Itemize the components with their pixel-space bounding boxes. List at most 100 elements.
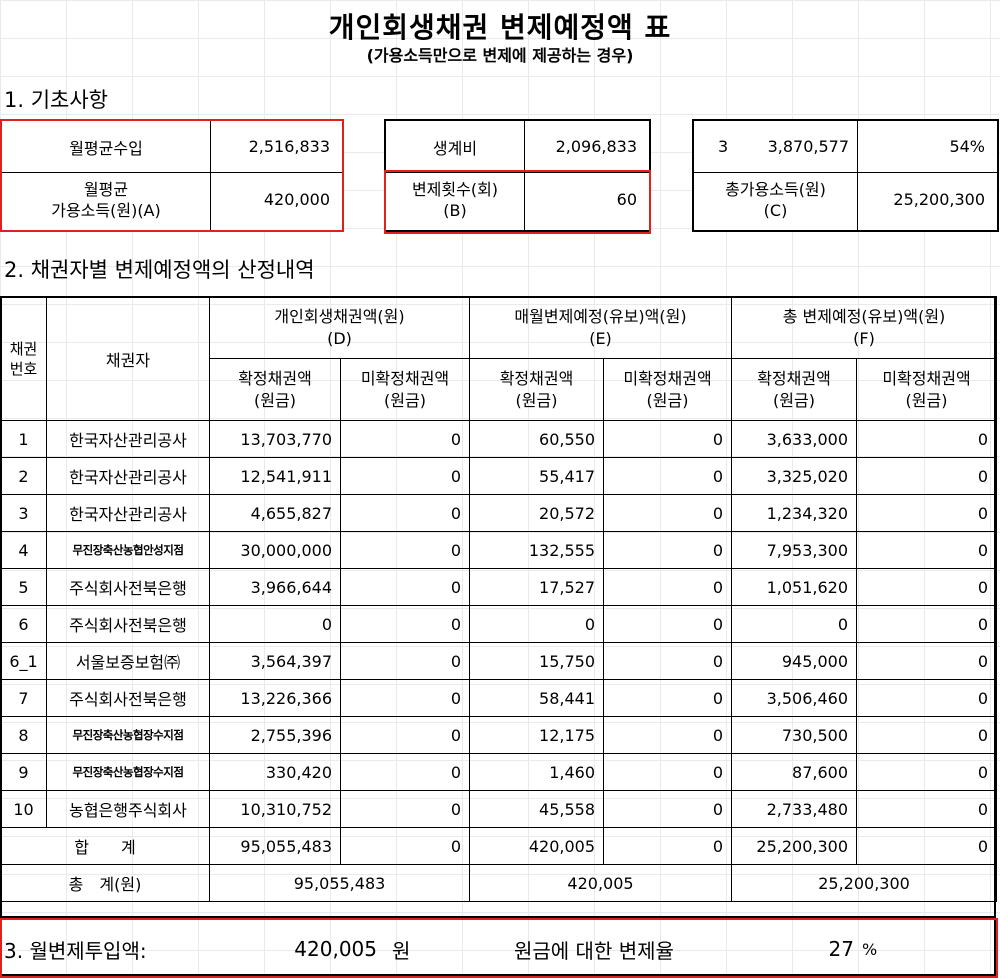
- row-d-confirmed[interactable]: 13,226,366: [209, 679, 341, 717]
- subtotal-f1: 25,200,300: [731, 827, 858, 865]
- row-e-unconfirmed[interactable]: 0: [602, 568, 733, 606]
- monthly-payment-amount[interactable]: 420,005: [294, 937, 377, 961]
- row-f-unconfirmed[interactable]: 0: [856, 457, 998, 495]
- row-d-unconfirmed[interactable]: 0: [340, 679, 470, 717]
- row-creditor[interactable]: 한국자산관리공사: [46, 420, 210, 458]
- row-creditor[interactable]: 한국자산관리공사: [46, 494, 210, 532]
- row-f-unconfirmed[interactable]: 0: [856, 753, 998, 791]
- row-f-unconfirmed[interactable]: 0: [856, 679, 998, 717]
- row-d-confirmed[interactable]: 0: [209, 605, 341, 643]
- row-d-unconfirmed[interactable]: 0: [340, 716, 470, 754]
- row-e-unconfirmed[interactable]: 0: [602, 716, 733, 754]
- row-e-confirmed[interactable]: 0: [469, 605, 604, 643]
- row-e-unconfirmed[interactable]: 0: [602, 679, 733, 717]
- row-e-unconfirmed[interactable]: 0: [602, 605, 733, 643]
- row-d-unconfirmed[interactable]: 0: [340, 531, 470, 569]
- payments-label-line2: (B): [443, 200, 467, 220]
- row-f-unconfirmed[interactable]: 0: [856, 568, 998, 606]
- row-d-unconfirmed[interactable]: 0: [340, 605, 470, 643]
- row-d-confirmed[interactable]: 3,564,397: [209, 642, 341, 680]
- row-f-unconfirmed[interactable]: 0: [856, 420, 998, 458]
- row-e-unconfirmed[interactable]: 0: [602, 642, 733, 680]
- row-d-unconfirmed[interactable]: 0: [340, 568, 470, 606]
- row-e-confirmed[interactable]: 58,441: [469, 679, 604, 717]
- row-f-unconfirmed[interactable]: 0: [856, 642, 998, 680]
- row-creditor[interactable]: 주식회사전북은행: [46, 605, 210, 643]
- row-d-unconfirmed[interactable]: 0: [340, 753, 470, 791]
- row-creditor[interactable]: 무진장축산농협안성지점: [46, 531, 210, 569]
- total-disposable-label-line2: (C): [763, 200, 788, 220]
- row-d-confirmed[interactable]: 30,000,000: [209, 531, 341, 569]
- row-f-confirmed[interactable]: 730,500: [731, 716, 858, 754]
- row-e-unconfirmed[interactable]: 0: [602, 790, 733, 828]
- row-f-unconfirmed[interactable]: 0: [856, 531, 998, 569]
- row-no[interactable]: 10: [0, 790, 47, 828]
- row-no[interactable]: 4: [0, 531, 47, 569]
- row-creditor[interactable]: 주식회사전북은행: [46, 679, 210, 717]
- payments-count-value[interactable]: 60: [616, 190, 637, 209]
- living-cost-value[interactable]: 2,096,833: [555, 137, 637, 156]
- row-d-confirmed[interactable]: 13,703,770: [209, 420, 341, 458]
- row-e-unconfirmed[interactable]: 0: [602, 494, 733, 532]
- row-d-confirmed[interactable]: 4,655,827: [209, 494, 341, 532]
- row-e-confirmed[interactable]: 15,750: [469, 642, 604, 680]
- row-d-unconfirmed[interactable]: 0: [340, 790, 470, 828]
- row-f-confirmed[interactable]: 1,234,320: [731, 494, 858, 532]
- row-d-unconfirmed[interactable]: 0: [340, 420, 470, 458]
- row-f-confirmed[interactable]: 7,953,300: [731, 531, 858, 569]
- row-f-confirmed[interactable]: 2,733,480: [731, 790, 858, 828]
- row-e-confirmed[interactable]: 55,417: [469, 457, 604, 495]
- row-no[interactable]: 5: [0, 568, 47, 606]
- row-f-confirmed[interactable]: 3,325,020: [731, 457, 858, 495]
- row-no[interactable]: 2: [0, 457, 47, 495]
- row-e-unconfirmed[interactable]: 0: [602, 420, 733, 458]
- row-creditor[interactable]: 농협은행주식회사: [46, 790, 210, 828]
- row-e-confirmed[interactable]: 20,572: [469, 494, 604, 532]
- row-f-confirmed[interactable]: 0: [731, 605, 858, 643]
- total-e: 420,005: [468, 864, 733, 902]
- row-f-unconfirmed[interactable]: 0: [856, 716, 998, 754]
- row-no[interactable]: 1: [0, 420, 47, 458]
- row-no[interactable]: 7: [0, 679, 47, 717]
- row-no[interactable]: 3: [0, 494, 47, 532]
- disposable-label-line2: 가용소득(원)(A): [51, 200, 161, 220]
- row-d-confirmed[interactable]: 330,420: [209, 753, 341, 791]
- row-f-confirmed[interactable]: 3,506,460: [731, 679, 858, 717]
- row-d-confirmed[interactable]: 10,310,752: [209, 790, 341, 828]
- row-e-unconfirmed[interactable]: 0: [602, 457, 733, 495]
- row-e-confirmed[interactable]: 132,555: [469, 531, 604, 569]
- row-e-confirmed[interactable]: 45,558: [469, 790, 604, 828]
- total-disposable-value[interactable]: 25,200,300: [893, 190, 985, 209]
- row-creditor[interactable]: 무진장축산농협장수지점: [46, 753, 210, 791]
- row-f-confirmed[interactable]: 87,600: [731, 753, 858, 791]
- row-d-confirmed[interactable]: 2,755,396: [209, 716, 341, 754]
- row-d-unconfirmed[interactable]: 0: [340, 494, 470, 532]
- row-creditor[interactable]: 주식회사전북은행: [46, 568, 210, 606]
- row-no[interactable]: 6: [0, 605, 47, 643]
- row-creditor[interactable]: 한국자산관리공사: [46, 457, 210, 495]
- monthly-income-value[interactable]: 2,516,833: [248, 137, 330, 156]
- row-e-confirmed[interactable]: 17,527: [469, 568, 604, 606]
- row-e-confirmed[interactable]: 1,460: [469, 753, 604, 791]
- row-f-unconfirmed[interactable]: 0: [856, 790, 998, 828]
- row-d-unconfirmed[interactable]: 0: [340, 457, 470, 495]
- row-no[interactable]: 8: [0, 716, 47, 754]
- repayment-ratio-value[interactable]: 27: [828, 937, 854, 961]
- row-e-confirmed[interactable]: 60,550: [469, 420, 604, 458]
- row-no[interactable]: 9: [0, 753, 47, 791]
- row-f-confirmed[interactable]: 945,000: [731, 642, 858, 680]
- disposable-income-value[interactable]: 420,000: [263, 190, 330, 209]
- row-no[interactable]: 6_1: [0, 642, 47, 680]
- row-d-unconfirmed[interactable]: 0: [340, 642, 470, 680]
- row-creditor[interactable]: 무진장축산농협장수지점: [46, 716, 210, 754]
- row-d-confirmed[interactable]: 12,541,911: [209, 457, 341, 495]
- row-e-confirmed[interactable]: 12,175: [469, 716, 604, 754]
- row-f-confirmed[interactable]: 1,051,620: [731, 568, 858, 606]
- row-d-confirmed[interactable]: 3,966,644: [209, 568, 341, 606]
- row-creditor[interactable]: 서울보증보험㈜: [46, 642, 210, 680]
- row-f-unconfirmed[interactable]: 0: [856, 494, 998, 532]
- row-e-unconfirmed[interactable]: 0: [602, 753, 733, 791]
- row-f-confirmed[interactable]: 3,633,000: [731, 420, 858, 458]
- row-e-unconfirmed[interactable]: 0: [602, 531, 733, 569]
- row-f-unconfirmed[interactable]: 0: [856, 605, 998, 643]
